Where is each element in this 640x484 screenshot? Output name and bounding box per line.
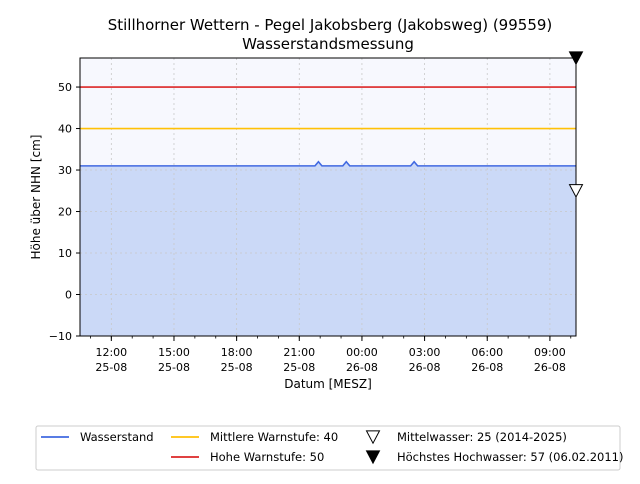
y-tick-label: 50	[58, 81, 72, 94]
x-tick-label-time: 12:00	[95, 346, 127, 359]
x-tick-label-date: 25-08	[95, 361, 127, 374]
x-tick-label-time: 09:00	[534, 346, 566, 359]
x-tick-label-date: 26-08	[534, 361, 566, 374]
x-tick-label-time: 06:00	[471, 346, 503, 359]
y-tick-label: 40	[58, 123, 72, 136]
x-tick-label-date: 25-08	[283, 361, 315, 374]
legend-medium-warning-label: Mittlere Warnstufe: 40	[210, 430, 338, 444]
x-tick-label-time: 00:00	[346, 346, 378, 359]
x-tick-label-date: 25-08	[221, 361, 253, 374]
x-tick-label-time: 15:00	[158, 346, 190, 359]
legend-mean-water-label: Mittelwasser: 25 (2014-2025)	[397, 430, 567, 444]
highest-flood-marker	[568, 51, 584, 66]
legend-highest-flood-symbol	[365, 450, 381, 465]
x-tick-label-time: 18:00	[221, 346, 253, 359]
y-tick-label: 10	[58, 247, 72, 260]
x-tick-label-date: 26-08	[409, 361, 441, 374]
legend-high-warning-label: Hohe Warnstufe: 50	[210, 450, 324, 464]
y-axis-label: Höhe über NHN [cm]	[29, 135, 43, 260]
y-tick-label: 30	[58, 164, 72, 177]
legend: Wasserstand Mittlere Warnstufe: 40 Mittelw…	[35, 425, 624, 471]
water-level-line	[80, 160, 576, 167]
x-tick-label-time: 03:00	[409, 346, 441, 359]
y-tick-label: 0	[65, 289, 72, 302]
x-tick-label-date: 26-08	[471, 361, 503, 374]
x-tick-label-date: 26-08	[346, 361, 378, 374]
water-level-area	[80, 161, 576, 336]
plot-area: −10 0 10 20 30 40 50 12:00 25-08 15:00 25-08 18:00 2…	[49, 51, 584, 374]
legend-mean-water-symbol	[365, 430, 381, 445]
y-tick-label: 20	[58, 206, 72, 219]
chart-subtitle: Wasserstandsmessung	[242, 35, 414, 53]
legend-highest-flood-label: Höchstes Hochwasser: 57 (06.02.2011)	[397, 450, 624, 464]
x-axis-label: Datum [MESZ]	[284, 377, 372, 391]
y-tick-label: −10	[49, 330, 72, 343]
x-tick-label-time: 21:00	[283, 346, 315, 359]
legend-water-level-label: Wasserstand	[80, 430, 154, 444]
mean-water-marker	[568, 184, 584, 199]
x-tick-label-date: 25-08	[158, 361, 190, 374]
chart-title: Stillhorner Wettern - Pegel Jakobsberg (…	[108, 16, 553, 34]
